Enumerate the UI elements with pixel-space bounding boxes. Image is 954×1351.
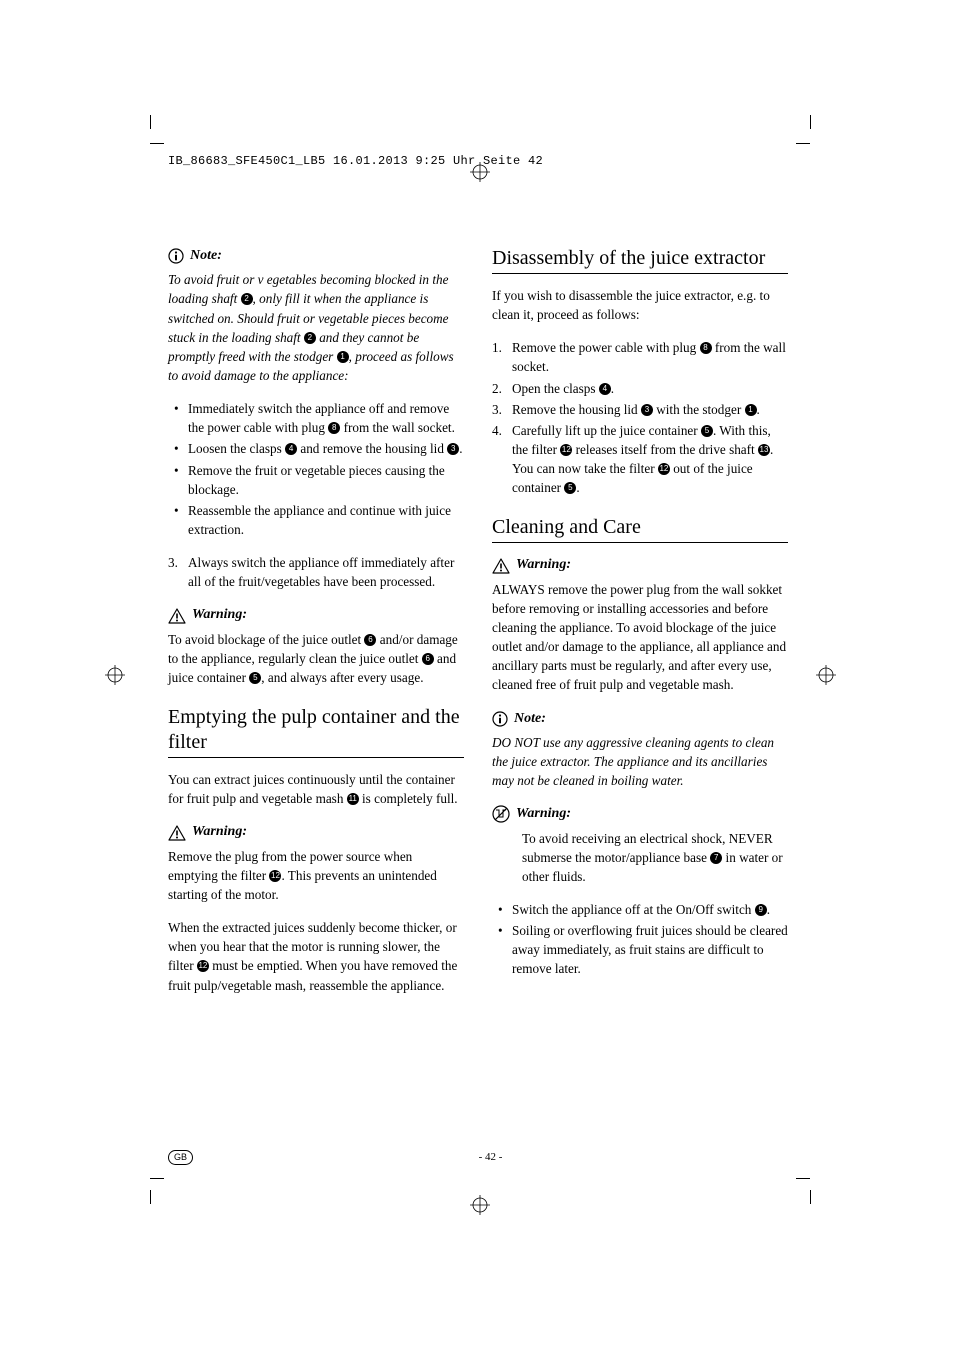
no-immerse-icon — [492, 805, 510, 823]
ref-icon: 5 — [701, 425, 713, 437]
ref-icon: 1 — [337, 351, 349, 363]
ref-icon: 8 — [700, 342, 712, 354]
numbered-list: 3.Always switch the appliance off immedi… — [168, 553, 464, 591]
list-item: 3.Remove the housing lid 3 with the stod… — [512, 400, 788, 419]
ref-icon: 3 — [641, 404, 653, 416]
section-heading-cleaning: Cleaning and Care — [492, 515, 788, 543]
page-footer: GB - 42 - — [168, 1150, 788, 1166]
registration-mark-icon — [470, 1195, 490, 1215]
ref-icon: 12 — [560, 444, 572, 456]
ref-icon: 7 — [710, 852, 722, 864]
note-body: To avoid fruit or v egetables becoming b… — [168, 270, 464, 385]
info-icon — [492, 711, 508, 727]
warning-label: Warning: — [516, 804, 571, 824]
right-column: Disassembly of the juice extractor If yo… — [492, 246, 788, 999]
section-heading-disassembly: Disassembly of the juice extractor — [492, 246, 788, 274]
warning-icon — [492, 558, 510, 574]
list-item: Remove the fruit or vegetable pieces cau… — [188, 461, 464, 499]
list-item: Loosen the clasps 4 and remove the housi… — [188, 439, 464, 458]
ref-icon: 9 — [755, 904, 767, 916]
body-text: When the extracted juices suddenly becom… — [168, 918, 464, 995]
body-text: You can extract juices continuously unti… — [168, 770, 464, 808]
left-column: Note: To avoid fruit or v egetables beco… — [168, 246, 464, 999]
list-item: Soiling or overflowing fruit juices shou… — [512, 921, 788, 978]
ref-icon: 4 — [285, 443, 297, 455]
list-item: 2.Open the clasps 4. — [512, 379, 788, 398]
note-body: DO NOT use any aggressive cleaning agent… — [492, 733, 788, 790]
print-header: IB_86683_SFE450C1_LB5 16.01.2013 9:25 Uh… — [168, 153, 788, 170]
list-item: 3.Always switch the appliance off immedi… — [188, 553, 464, 591]
ref-icon: 6 — [364, 634, 376, 646]
note-label: Note: — [514, 709, 546, 729]
ref-icon: 2 — [241, 293, 253, 305]
bullet-list: Switch the appliance off at the On/Off s… — [492, 900, 788, 979]
warning-heading: Warning: — [168, 605, 464, 625]
section-heading-emptying: Emptying the pulp container and the filt… — [168, 705, 464, 758]
warning-body: To avoid blockage of the juice outlet 6 … — [168, 630, 464, 687]
list-item: Reassemble the appliance and continue wi… — [188, 501, 464, 539]
ref-icon: 11 — [347, 793, 359, 805]
language-badge: GB — [168, 1150, 193, 1165]
warning-label: Warning: — [192, 605, 247, 625]
ref-icon: 8 — [328, 422, 340, 434]
list-item: Immediately switch the appliance off and… — [188, 399, 464, 437]
note-heading: Note: — [492, 709, 788, 729]
warning-body: Remove the plug from the power source wh… — [168, 847, 464, 904]
ref-icon: 4 — [599, 383, 611, 395]
list-item: 4.Carefully lift up the juice container … — [512, 421, 788, 498]
crop-mark — [150, 115, 151, 129]
list-item: 1.Remove the power cable with plug 8 fro… — [512, 338, 788, 376]
numbered-list: 1.Remove the power cable with plug 8 fro… — [492, 338, 788, 497]
note-label: Note: — [190, 246, 222, 266]
ref-icon: 12 — [269, 870, 281, 882]
crop-mark — [150, 1190, 151, 1204]
registration-mark-icon — [816, 665, 836, 685]
warning-icon — [168, 825, 186, 841]
crop-mark — [810, 1190, 811, 1204]
warning-label: Warning: — [516, 555, 571, 575]
ref-icon: 5 — [249, 672, 261, 684]
list-item: Switch the appliance off at the On/Off s… — [512, 900, 788, 919]
ref-icon: 12 — [658, 463, 670, 475]
warning-body: To avoid receiving an electrical shock, … — [492, 829, 788, 886]
crop-mark — [150, 1178, 164, 1179]
ref-icon: 5 — [564, 482, 576, 494]
ref-icon: 1 — [745, 404, 757, 416]
bullet-list: Immediately switch the appliance off and… — [168, 399, 464, 539]
body-text: If you wish to disassemble the juice ext… — [492, 286, 788, 324]
warning-heading: Warning: — [168, 822, 464, 842]
warning-icon — [168, 608, 186, 624]
crop-mark — [810, 115, 811, 129]
warning-heading: Warning: — [492, 804, 788, 824]
content-columns: Note: To avoid fruit or v egetables beco… — [168, 246, 788, 999]
ref-icon: 3 — [447, 443, 459, 455]
note-heading: Note: — [168, 246, 464, 266]
warning-label: Warning: — [192, 822, 247, 842]
ref-icon: 6 — [422, 653, 434, 665]
info-icon — [168, 248, 184, 264]
crop-mark — [796, 1178, 810, 1179]
ref-icon: 12 — [197, 960, 209, 972]
warning-heading: Warning: — [492, 555, 788, 575]
page-number: - 42 - — [479, 1150, 503, 1166]
registration-mark-icon — [105, 665, 125, 685]
ref-icon: 13 — [758, 444, 770, 456]
warning-body: ALWAYS remove the power plug from the wa… — [492, 580, 788, 695]
ref-icon: 2 — [304, 332, 316, 344]
